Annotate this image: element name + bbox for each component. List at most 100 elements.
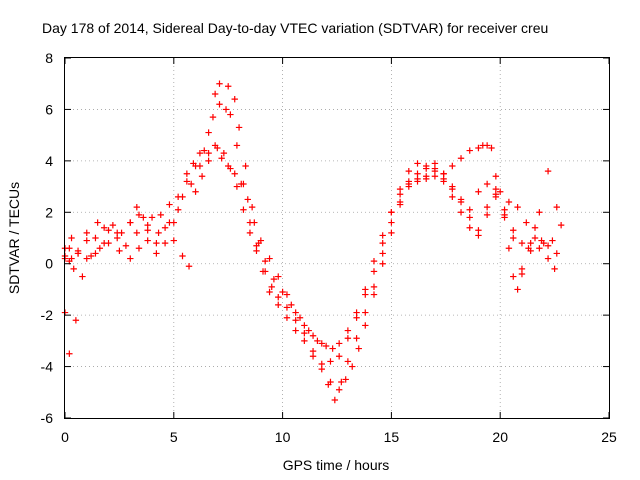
y-tick-label: -2 — [41, 307, 54, 323]
data-point — [92, 234, 99, 242]
data-point — [523, 219, 530, 226]
data-point — [155, 229, 162, 237]
data-point — [174, 206, 182, 213]
data-point — [497, 188, 504, 195]
data-point — [261, 257, 269, 265]
y-tick-labels: -6 -4 -2 0 2 4 6 8 — [41, 50, 54, 426]
data-point — [292, 309, 299, 316]
data-point — [170, 219, 177, 226]
data-point — [66, 350, 73, 357]
data-point — [68, 255, 75, 262]
data-point — [161, 224, 169, 231]
data-point — [388, 209, 395, 216]
data-point — [501, 206, 508, 213]
data-point — [483, 142, 491, 149]
y-tick-label: -4 — [41, 359, 54, 375]
data-point — [301, 322, 308, 329]
data-point — [87, 252, 95, 260]
data-point — [457, 198, 465, 206]
data-point — [140, 214, 147, 221]
data-point — [201, 147, 208, 154]
data-point — [166, 201, 173, 208]
data-point — [216, 80, 223, 87]
data-point — [423, 173, 430, 180]
data-point — [370, 268, 378, 275]
data-point — [362, 309, 369, 316]
plot-frame — [64, 57, 610, 419]
data-point — [211, 142, 219, 149]
data-point — [275, 273, 282, 280]
data-point — [510, 234, 517, 242]
data-point — [405, 180, 413, 188]
data-point — [238, 180, 245, 188]
data-point — [242, 162, 249, 170]
data-point — [536, 209, 543, 216]
data-point — [349, 363, 356, 370]
y-tick-label: 0 — [45, 256, 53, 272]
data-point — [122, 242, 130, 249]
data-point — [279, 288, 286, 296]
data-point — [525, 245, 532, 252]
data-point — [342, 376, 349, 383]
data-point — [388, 229, 395, 237]
data-point — [466, 147, 473, 154]
data-point — [266, 255, 273, 262]
data-point — [440, 178, 447, 185]
data-point — [325, 381, 332, 388]
data-point — [475, 232, 482, 239]
data-point — [488, 144, 495, 152]
data-point — [114, 234, 121, 242]
data-point — [244, 196, 251, 203]
data-point — [83, 255, 90, 262]
data-point — [235, 124, 243, 131]
data-point — [233, 183, 241, 190]
data-point — [329, 345, 336, 352]
data-point — [338, 378, 345, 386]
data-point — [549, 237, 556, 244]
data-point — [327, 358, 334, 365]
data-point — [161, 239, 169, 247]
data-point — [370, 291, 378, 298]
data-point — [105, 227, 112, 234]
data-point — [527, 239, 534, 247]
data-point — [192, 188, 199, 195]
data-point — [248, 203, 256, 211]
data-point — [225, 162, 232, 170]
data-point — [322, 342, 330, 350]
data-point — [544, 242, 552, 249]
data-point — [70, 265, 77, 273]
data-point — [157, 211, 164, 219]
chart-title: Day 178 of 2014, Sidereal Day-to-day VTE… — [42, 20, 548, 36]
data-point — [133, 229, 141, 237]
data-point — [355, 345, 362, 352]
y-tick-label: 6 — [45, 101, 53, 117]
data-point — [314, 337, 321, 345]
data-point — [492, 191, 500, 198]
data-point — [83, 237, 90, 244]
data-point — [331, 396, 339, 404]
x-tick-label: 20 — [492, 429, 508, 445]
data-point — [222, 106, 230, 113]
data-point — [553, 250, 560, 257]
data-point — [457, 155, 465, 162]
x-axis-label: GPS time / hours — [283, 457, 390, 473]
data-point — [68, 234, 75, 242]
x-tick-label: 10 — [275, 429, 291, 445]
data-point — [510, 227, 517, 234]
data-point — [370, 283, 378, 291]
data-point — [183, 178, 191, 185]
data-point — [538, 237, 545, 244]
data-point — [144, 237, 151, 244]
data-point — [475, 188, 482, 195]
data-point — [318, 340, 325, 347]
data-point — [536, 245, 543, 252]
data-point — [379, 250, 386, 257]
grid-lines — [65, 58, 609, 418]
data-point — [288, 301, 295, 309]
data-point — [344, 335, 352, 342]
data-point — [518, 239, 526, 247]
data-point — [544, 255, 552, 262]
data-point — [268, 283, 275, 291]
data-point — [72, 317, 80, 324]
x-tick-label: 0 — [61, 429, 69, 445]
